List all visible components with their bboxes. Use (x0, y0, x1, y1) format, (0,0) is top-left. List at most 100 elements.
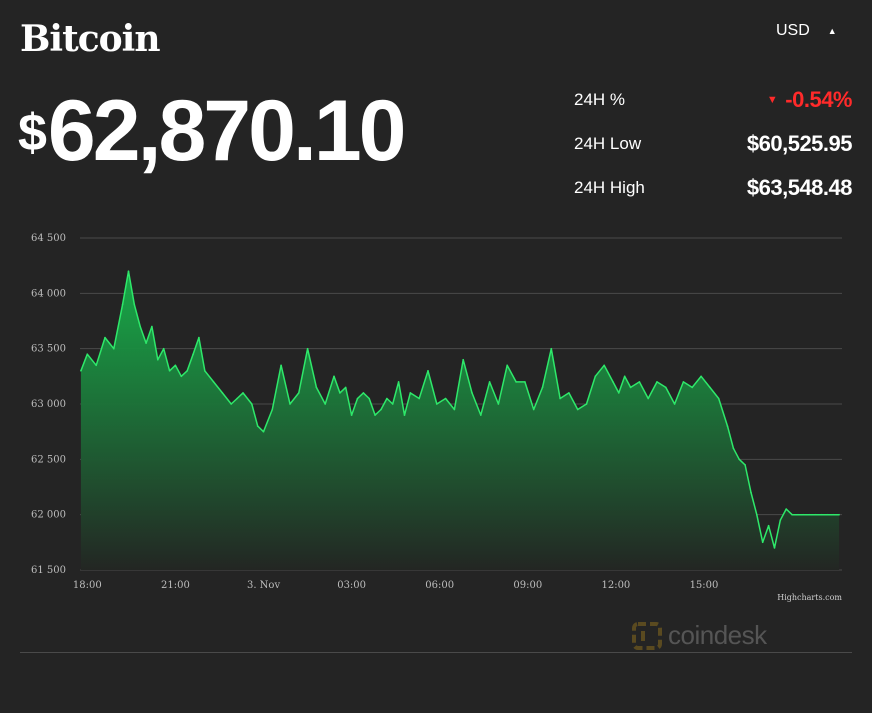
data-point (826, 513, 829, 516)
data-point (403, 414, 406, 416)
data-point (779, 519, 782, 521)
data-point (814, 513, 817, 516)
data-point (444, 397, 447, 400)
data-point (192, 353, 194, 355)
data-point (256, 425, 259, 427)
coindesk-watermark: coindesk (632, 620, 767, 651)
data-point (803, 513, 805, 516)
data-point (756, 513, 758, 516)
coindesk-logo-icon (632, 621, 662, 650)
x-tick-label: 3. Nov (247, 580, 280, 591)
data-point (656, 381, 658, 383)
chart-credit[interactable]: Highcharts.com (777, 593, 842, 602)
stat-label: 24H High (574, 178, 645, 197)
data-point (665, 386, 667, 389)
data-point (121, 303, 124, 306)
data-point (541, 386, 544, 389)
price-currency-symbol: $ (18, 104, 47, 162)
y-tick-label: 63 500 (31, 344, 66, 355)
data-point (838, 513, 840, 516)
current-price: $62,870.10 (18, 88, 407, 174)
watermark-text: coindesk (668, 620, 767, 650)
data-point (198, 336, 200, 339)
data-point (785, 508, 787, 510)
data-point (506, 364, 509, 367)
data-point (750, 491, 752, 494)
stat-label: 24H % (574, 90, 626, 109)
data-point (691, 386, 693, 389)
data-point (682, 381, 685, 383)
data-point (104, 336, 106, 339)
data-point (127, 270, 130, 272)
data-point (497, 403, 500, 405)
stat-row-24h-high: 24H High $63,548.48 (574, 166, 853, 210)
data-point (145, 342, 147, 344)
data-point (139, 325, 141, 328)
data-point (168, 370, 171, 372)
stat-label: 24H Low (574, 134, 642, 153)
data-point (612, 381, 614, 383)
stat-value-low: $60,525.95 (746, 131, 853, 156)
data-point (808, 513, 811, 516)
data-point (647, 397, 649, 400)
data-point (791, 513, 793, 516)
data-point (356, 397, 359, 400)
data-point (133, 303, 136, 306)
caret-up-icon: ▲ (827, 26, 837, 36)
data-point (186, 370, 188, 372)
x-tick-label: 18:00 (73, 580, 102, 591)
x-tick-label: 21:00 (161, 580, 190, 591)
data-point (576, 408, 579, 411)
down-triangle-icon: ▼ (766, 94, 778, 106)
stat-row-24h-change: 24H % ▼ -0.54% (574, 78, 852, 122)
price-chart[interactable]: 61 500 62 000 62 500 63 000 63 500 64 000 64 5… (0, 220, 872, 600)
data-point (386, 397, 388, 400)
x-tick-label: 12:00 (601, 580, 630, 591)
data-point (550, 347, 553, 350)
data-point (820, 513, 823, 516)
data-point (344, 386, 347, 389)
data-point (585, 403, 588, 405)
currency-label: USD (776, 22, 810, 39)
data-point (374, 414, 376, 416)
data-point (362, 392, 365, 394)
data-point (761, 541, 764, 544)
data-point (594, 375, 597, 378)
data-point (262, 430, 265, 433)
data-point (212, 381, 215, 383)
data-point (732, 447, 735, 450)
series-area-fill (80, 271, 840, 570)
data-point (242, 392, 244, 394)
data-point (113, 347, 115, 350)
data-point (738, 458, 740, 461)
data-point (409, 392, 412, 394)
stat-value-change: ▼ -0.54% (766, 87, 853, 113)
data-point (221, 392, 224, 394)
data-point (324, 403, 327, 405)
data-point (174, 364, 177, 367)
y-tick-label: 62 000 (31, 510, 66, 521)
y-tick-label: 62 500 (31, 454, 66, 465)
footer-divider (20, 652, 852, 653)
x-tick-label: 06:00 (425, 580, 454, 591)
data-point (700, 375, 702, 378)
data-point (471, 392, 473, 394)
data-point (298, 392, 300, 394)
data-point (368, 397, 371, 400)
y-tick-label: 61 500 (31, 565, 66, 576)
data-point (391, 403, 394, 405)
data-point (488, 381, 491, 383)
data-point (204, 370, 206, 372)
data-point (333, 375, 335, 378)
currency-selector[interactable]: USD ▲ (776, 22, 837, 40)
data-point (832, 513, 834, 516)
data-point (271, 408, 274, 411)
data-point (95, 364, 97, 367)
stat-row-24h-low: 24H Low $60,525.95 (574, 122, 853, 166)
x-tick-label: 09:00 (513, 580, 542, 591)
data-point (638, 381, 641, 383)
data-point (251, 403, 253, 405)
data-point (180, 375, 183, 378)
data-point (773, 547, 776, 549)
stats-panel: 24H % ▼ -0.54% 24H Low $60,525.95 24H Hi… (574, 78, 853, 210)
